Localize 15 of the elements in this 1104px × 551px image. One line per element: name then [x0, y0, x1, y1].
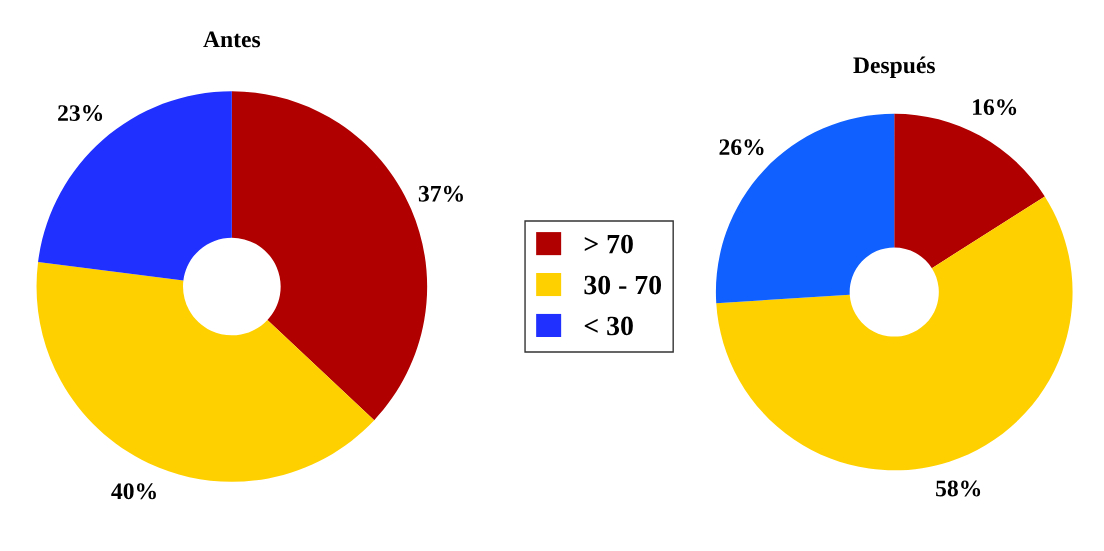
donut-slice [716, 196, 1073, 471]
data-label: 26% [719, 139, 764, 156]
donut-slice [38, 91, 232, 281]
donut-slice [36, 262, 375, 482]
data-label: 37% [418, 185, 463, 202]
legend-label: < 30 [584, 316, 633, 336]
data-label: 23% [58, 105, 103, 122]
data-label: 58% [936, 480, 981, 497]
data-label: 40% [111, 483, 156, 500]
legend-label: > 70 [584, 234, 633, 254]
chart-title: Antes [203, 31, 261, 48]
legend-label: 30 - 70 [584, 275, 662, 295]
donut-slice [715, 113, 895, 304]
chart-title: Después [853, 56, 935, 79]
data-label: 16% [973, 99, 1017, 116]
